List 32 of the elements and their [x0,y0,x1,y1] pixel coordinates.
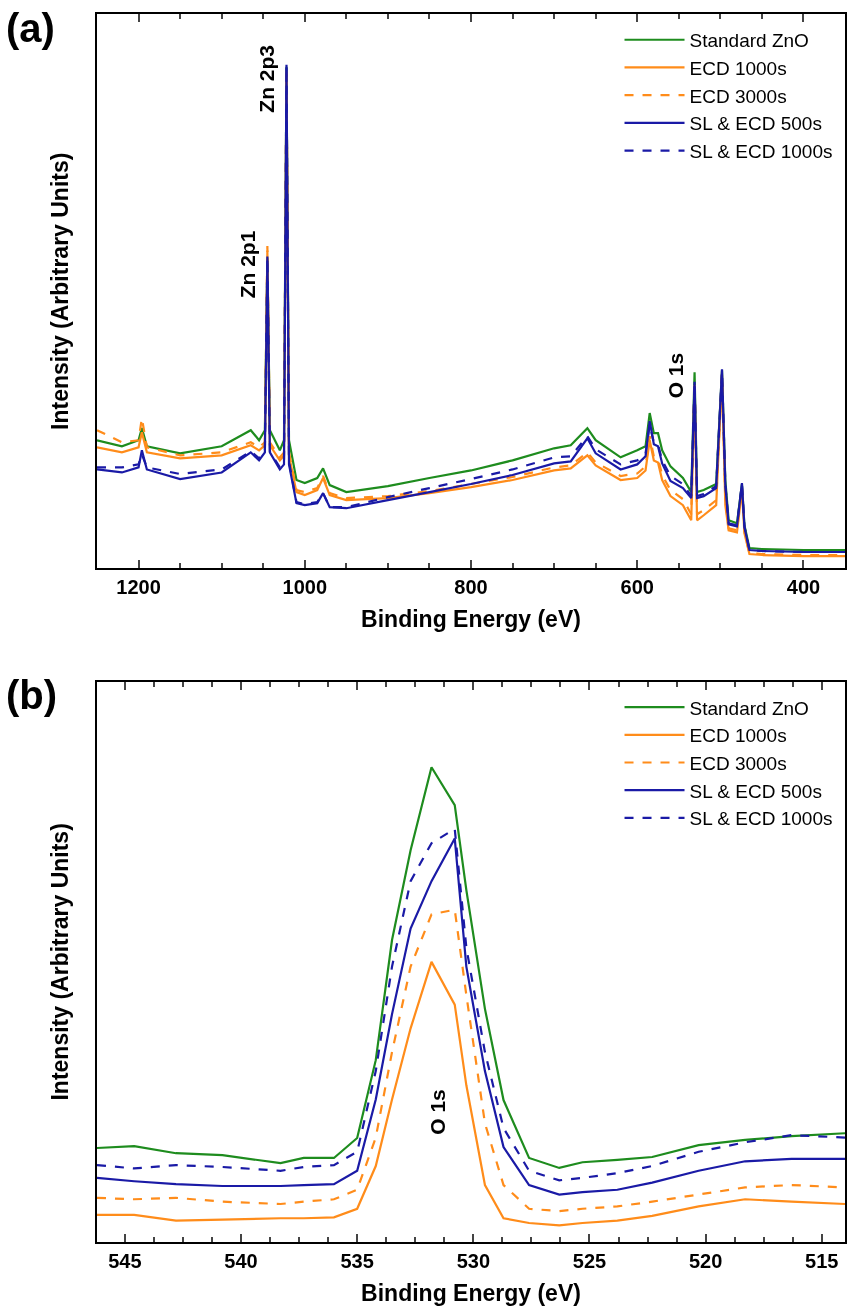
legend-label: ECD 3000s [689,752,787,774]
x-tick-label: 520 [688,1250,723,1273]
legend-label: ECD 1000s [689,725,787,747]
x-tick-label: 1200 [116,576,161,599]
chart-title: (a) [6,6,55,50]
annotation: Zn 2p3 [255,45,279,113]
x-tick-label: 535 [340,1250,374,1273]
legend-label: Standard ZnO [689,697,809,719]
x-tick-label: 400 [786,576,821,599]
annotation: Zn 2p1 [236,230,260,299]
y-axis-title: Intensity (Arbitrary Units) [46,823,73,1101]
legend-label: ECD 1000s [689,57,787,79]
x-tick-label: 800 [454,576,488,599]
x-tick-label: 525 [572,1250,607,1273]
x-tick-label: 545 [108,1250,142,1273]
legend-label: ECD 3000s [689,85,787,107]
legend-label: SL & ECD 1000s [689,808,833,830]
x-tick-label: 530 [456,1250,491,1273]
annotation: O 1s [663,352,687,399]
x-tick-label: 515 [805,1250,839,1273]
legend-label: SL & ECD 500s [689,113,822,135]
x-tick-label: 1000 [282,576,328,599]
y-axis-title: Intensity (Arbitrary Units) [46,152,73,430]
x-tick-label: 540 [224,1250,258,1273]
legend-label: SL & ECD 500s [689,780,822,802]
legend-label: SL & ECD 1000s [689,140,833,162]
annotation: O 1s [425,1089,449,1135]
legend-label: Standard ZnO [689,30,809,52]
x-axis-title: Binding Energy (eV) [361,606,581,633]
x-axis-title: Binding Energy (eV) [361,1280,581,1306]
chart-title: (b) [6,673,58,717]
x-tick-label: 600 [620,576,654,599]
